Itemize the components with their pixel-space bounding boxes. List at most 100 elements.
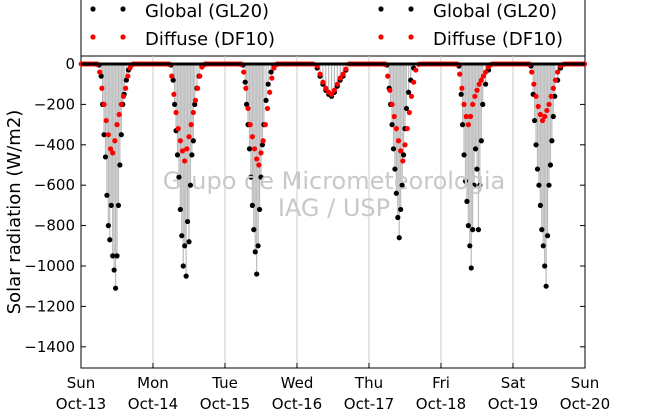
global-point — [254, 271, 260, 277]
x-tick-label-date: Oct-16 — [272, 395, 322, 409]
global-point — [263, 97, 269, 103]
global-point — [170, 77, 176, 83]
global-point — [244, 101, 250, 107]
diffuse-point — [323, 85, 329, 91]
global-point — [474, 166, 480, 172]
diffuse-point — [114, 122, 120, 128]
diffuse-point — [177, 138, 183, 144]
global-point — [249, 202, 255, 208]
y-tick-label: −1200 — [24, 297, 75, 315]
diffuse-point — [340, 71, 346, 77]
diffuse-point — [328, 91, 335, 97]
diffuse-point — [408, 93, 415, 99]
diffuse-point — [127, 65, 133, 71]
global-point — [460, 122, 466, 128]
global-point — [179, 233, 185, 239]
y-tick-label: −1000 — [24, 257, 75, 275]
x-axis: Sun Oct-13 Mon Oct-14 Tue Oct-15 Wed Oct-16 Thu O… — [56, 363, 610, 409]
global-point — [403, 105, 410, 112]
diffuse-point — [544, 107, 550, 114]
diffuse-point — [269, 75, 275, 81]
legend-label: Global (GL20) — [145, 1, 269, 22]
diffuse-point — [107, 146, 114, 152]
global-point — [462, 178, 469, 184]
global-point — [470, 227, 476, 233]
watermark-line-2: IAG / USP — [278, 194, 390, 222]
diffuse-point — [476, 81, 482, 87]
global-point — [398, 206, 404, 213]
global-point — [534, 166, 541, 172]
global-point — [393, 190, 399, 196]
vertical-grid — [152, 56, 514, 368]
diffuse-point — [197, 73, 203, 79]
diffuse-point — [387, 87, 393, 93]
diffuse-point — [247, 122, 253, 128]
diffuse-point — [110, 150, 116, 156]
global-point — [544, 233, 551, 239]
diffuse-point — [241, 69, 247, 75]
diffuse-point — [529, 69, 535, 75]
diffuse-point — [470, 101, 476, 107]
diffuse-point — [116, 111, 122, 118]
global-point — [265, 81, 271, 87]
diffuse-point — [169, 73, 175, 79]
global-point — [399, 182, 405, 188]
legend-marker — [90, 6, 96, 12]
legend-marker — [408, 6, 414, 12]
x-tick-label-date: Oct-15 — [200, 395, 250, 409]
diffuse-point — [271, 65, 277, 71]
diffuse-point — [251, 146, 258, 152]
diffuse-point — [317, 71, 323, 77]
diffuse-point — [179, 148, 186, 154]
x-tick-label-day: Tue — [211, 374, 238, 392]
legend-marker — [378, 34, 384, 40]
diffuse-point — [331, 87, 338, 93]
x-tick-label-date: Oct-20 — [560, 395, 610, 409]
diffuse-point — [186, 134, 192, 140]
diffuse-point — [535, 103, 541, 110]
global-point — [471, 182, 477, 188]
diffuse-point — [343, 66, 349, 72]
y-tick-label: −200 — [34, 95, 75, 113]
diffuse-point — [550, 85, 556, 91]
diffuse-point — [404, 126, 410, 132]
diffuse-point — [103, 117, 109, 124]
global-point — [406, 89, 412, 95]
legend-label: Diffuse (DF10) — [433, 29, 563, 50]
global-point — [396, 235, 402, 241]
diffuse-point — [105, 132, 111, 138]
diffuse-point — [472, 93, 478, 99]
diffuse-point — [173, 109, 179, 116]
diffuse-point — [391, 113, 397, 120]
global-point — [542, 263, 548, 269]
diffuse-point — [320, 79, 326, 85]
global-point — [118, 132, 124, 138]
legend-label: Diffuse (DF10) — [145, 29, 275, 50]
y-tick-label: −1400 — [24, 338, 75, 356]
diffuse-point — [118, 101, 124, 107]
diffuse-point — [542, 113, 548, 120]
diffuse-point — [175, 126, 181, 132]
y-tick-label: 0 — [65, 55, 75, 73]
watermark-line-1: Grupo de Micrometeorologia — [163, 167, 505, 195]
x-tick-label-day: Wed — [281, 374, 314, 392]
global-point — [102, 154, 109, 160]
diffuse-point — [483, 69, 489, 75]
diffuse-point — [461, 101, 467, 107]
global-point — [477, 182, 483, 188]
global-point — [248, 174, 254, 180]
diffuse-point — [245, 105, 251, 112]
global-point — [180, 263, 186, 269]
x-tick-label-day: Sat — [501, 374, 526, 392]
global-point — [259, 142, 266, 148]
global-point — [483, 81, 489, 87]
global-point — [192, 101, 198, 107]
diffuse-point — [195, 85, 201, 91]
x-tick-label-day: Fri — [432, 374, 450, 392]
diffuse-point — [546, 101, 552, 107]
global-point — [478, 138, 484, 144]
global-point — [108, 202, 114, 208]
global-point — [107, 237, 113, 243]
x-tick-label-day: Sun — [67, 374, 96, 392]
diffuse-point — [258, 150, 264, 156]
